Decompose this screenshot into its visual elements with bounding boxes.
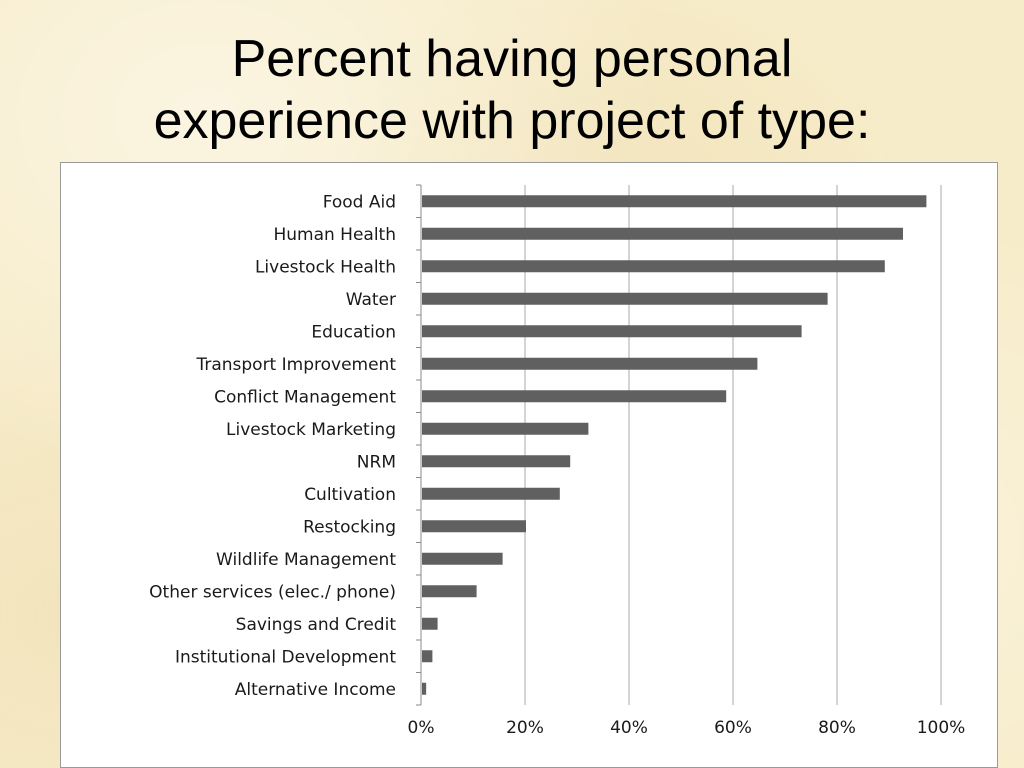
bar	[422, 682, 427, 695]
bar	[422, 227, 903, 240]
category-label: Institutional Development	[175, 647, 396, 667]
bar	[422, 390, 727, 403]
category-label: Transport Improvement	[195, 355, 396, 375]
category-label: Restocking	[303, 517, 396, 537]
bar	[422, 325, 802, 338]
x-tick-label: 60%	[714, 718, 752, 738]
category-label: Alternative Income	[235, 680, 396, 700]
bar	[422, 292, 828, 305]
chart-frame: 0% 20% 40% 60% 80% 100% Food Aid Human Health Li…	[60, 162, 998, 768]
bar	[422, 617, 438, 630]
x-tick-label: 20%	[506, 718, 544, 738]
bar	[422, 455, 571, 468]
category-label: Savings and Credit	[236, 615, 397, 635]
category-label: Livestock Health	[255, 257, 396, 277]
category-label: Other services (elec./ phone)	[149, 582, 396, 602]
category-label: Food Aid	[323, 192, 396, 212]
category-label: Livestock Marketing	[226, 420, 396, 440]
x-tick-label: 100%	[917, 718, 966, 738]
category-label: Water	[346, 290, 396, 310]
bar	[422, 422, 589, 435]
category-label: Conflict Management	[214, 387, 396, 407]
bar	[422, 357, 758, 370]
bar	[422, 260, 885, 273]
bar	[422, 487, 560, 500]
category-label: Cultivation	[304, 485, 396, 505]
category-label: NRM	[357, 452, 396, 472]
slide-title-line-1: Percent having personal	[231, 30, 793, 88]
slide-title: Percent having personal experience with …	[0, 28, 1024, 152]
bar	[422, 520, 526, 533]
category-label: Education	[311, 322, 396, 342]
category-label: Wildlife Management	[216, 550, 396, 570]
x-tick-label: 40%	[610, 718, 648, 738]
category-label: Human Health	[273, 225, 396, 245]
bar-chart: 0% 20% 40% 60% 80% 100% Food Aid Human Health Li…	[149, 184, 966, 738]
bar	[422, 195, 927, 208]
x-tick-label: 0%	[408, 718, 435, 738]
bar	[422, 552, 503, 565]
bar	[422, 650, 433, 663]
slide-title-line-2: experience with project of type:	[153, 92, 871, 150]
x-tick-label: 80%	[818, 718, 856, 738]
bar	[422, 585, 477, 598]
